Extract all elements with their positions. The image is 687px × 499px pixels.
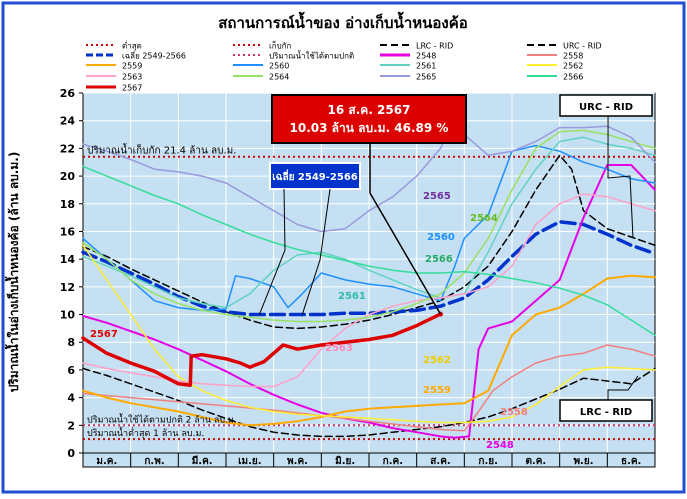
x-tick-label: ต.ค. xyxy=(525,456,546,467)
series-line-2559 xyxy=(82,274,656,427)
series-line-2562 xyxy=(82,244,656,424)
legend-label: 2559 xyxy=(122,62,142,71)
y-tick-label: 2 xyxy=(67,419,75,432)
y-tick-label: 0 xyxy=(67,447,75,460)
legend-label: URC - RID xyxy=(563,42,602,51)
reference-lines xyxy=(83,155,655,441)
lrc-pointer xyxy=(607,375,639,400)
y-tick-label: 6 xyxy=(67,364,75,377)
avg-box xyxy=(269,162,361,190)
series-line-2558 xyxy=(82,344,656,432)
urc-box xyxy=(559,94,653,117)
y-axis-label: ปริมาณน้ำในอ่างเก็บน้ำหนองค้อ (ล้าน ลบ.ม… xyxy=(4,152,21,393)
x-tick-label: พ.ย. xyxy=(573,456,593,467)
series-line-LRC-RID xyxy=(82,367,656,438)
callout-pointer xyxy=(369,143,442,315)
avg-pointer xyxy=(301,188,331,315)
urc-box-label: URC - RID xyxy=(579,102,633,113)
series-label-2559: 2559 xyxy=(423,385,451,396)
x-tick-label: ก.ย. xyxy=(478,456,498,467)
y-tick-label: 16 xyxy=(60,225,76,238)
callout-date: 16 ส.ค. 2567 xyxy=(328,103,411,117)
series-line-URC-RID xyxy=(82,154,656,330)
x-tick-label: มิ.ย. xyxy=(335,455,355,467)
series-line-2560 xyxy=(82,144,656,312)
callout-value: 10.03 ล้าน ลบ.ม. 46.89 % xyxy=(290,121,449,135)
legend-label: 2560 xyxy=(269,62,289,71)
series-label-2566: 2566 xyxy=(425,254,453,265)
y-tick-label: 18 xyxy=(60,198,75,211)
y-tick-label: 4 xyxy=(67,392,75,405)
x-tick-label: ก.พ. xyxy=(144,456,164,467)
series-line-2566 xyxy=(82,165,656,337)
series-label-2558: 2558 xyxy=(500,407,528,418)
legend-label: 2565 xyxy=(416,73,436,82)
series-label-2562: 2562 xyxy=(423,355,451,366)
series-label-2564: 2564 xyxy=(470,213,498,224)
x-tick-label: พ.ค. xyxy=(287,456,308,467)
x-tick-label: เม.ย. xyxy=(238,456,261,467)
x-tick-label: มี.ค. xyxy=(192,455,213,467)
usable-label: ปริมาณน้ำใช้ได้ตามปกติ 2 ล้าน ลบ.ม. xyxy=(87,412,237,425)
legend-label: เก็บกัก xyxy=(269,41,292,51)
storage-label: ปริมาณน้ำเก็บกัก 21.4 ล้าน ลบ.ม. xyxy=(87,143,236,157)
legend-label: เฉลี่ย 2549-2566 xyxy=(122,50,186,61)
x-tick-label: ธ.ค. xyxy=(621,456,641,467)
series-line-2561 xyxy=(82,136,656,309)
legend-label: 2561 xyxy=(416,62,436,71)
series-label-2565: 2565 xyxy=(423,191,451,202)
y-tick-label: 20 xyxy=(60,170,76,183)
series-group xyxy=(81,117,657,439)
avg-pointer-2 xyxy=(258,188,286,315)
x-tick-label: ก.ค. xyxy=(383,456,403,467)
series-line-2565 xyxy=(82,117,656,233)
legend-label: ปริมาณน้ำใช้ได้ตามปกติ xyxy=(269,50,354,61)
y-tick-label: 24 xyxy=(60,115,76,128)
y-tick-label: 10 xyxy=(60,309,76,322)
lrc-box xyxy=(559,399,653,422)
legend: ต่ำสุด เก็บกัก LRC - RID URC - RID เฉลี่ย 25… xyxy=(86,40,602,93)
legend-label: 2558 xyxy=(563,52,583,61)
lrc-box-label: LRC - RID xyxy=(580,407,632,418)
series-label-2567: 2567 xyxy=(90,329,118,340)
y-tick-label: 22 xyxy=(60,142,75,155)
series-label-2563: 2563 xyxy=(325,343,353,354)
avg-box-label: เฉลี่ย 2549-2566 xyxy=(272,169,358,183)
callout-box xyxy=(271,94,467,144)
legend-label: 2567 xyxy=(122,84,142,93)
series-line-2563 xyxy=(82,193,656,388)
y-tick-label: 26 xyxy=(60,87,76,100)
y-tick-label: 8 xyxy=(67,336,75,349)
legend-label: 2548 xyxy=(416,52,436,61)
legend-label: LRC - RID xyxy=(416,42,453,51)
series-label-2560: 2560 xyxy=(427,232,455,243)
urc-pointer xyxy=(607,116,634,239)
x-tick-label: ม.ค. xyxy=(96,456,117,467)
series-line-เฉลี่ย2549-2566 xyxy=(81,220,657,317)
x-tick-label: ส.ค. xyxy=(430,456,450,467)
chart-title: สถานการณ์น้ำของ อ่างเก็บน้ำหนองค้อ xyxy=(218,11,468,32)
legend-label: 2563 xyxy=(122,73,142,82)
annotations: ปริมาณน้ำเก็บกัก 21.4 ล้าน ลบ.ม. ปริมาณน้… xyxy=(87,94,653,451)
legend-label: 2564 xyxy=(269,73,289,82)
y-tick-label: 14 xyxy=(60,253,76,266)
legend-label: 2562 xyxy=(563,62,583,71)
series-label-2548: 2548 xyxy=(486,440,514,451)
legend-label: 2566 xyxy=(563,73,583,82)
min-label: ปริมาณน้ำต่ำสุด 1 ล้าน ลบ.ม. xyxy=(87,426,204,439)
series-label-2561: 2561 xyxy=(338,291,366,302)
series-line-2564 xyxy=(82,129,656,323)
y-tick-label: 12 xyxy=(60,281,75,294)
series-line-2567 xyxy=(81,312,443,387)
legend-label: ต่ำสุด xyxy=(122,40,142,51)
